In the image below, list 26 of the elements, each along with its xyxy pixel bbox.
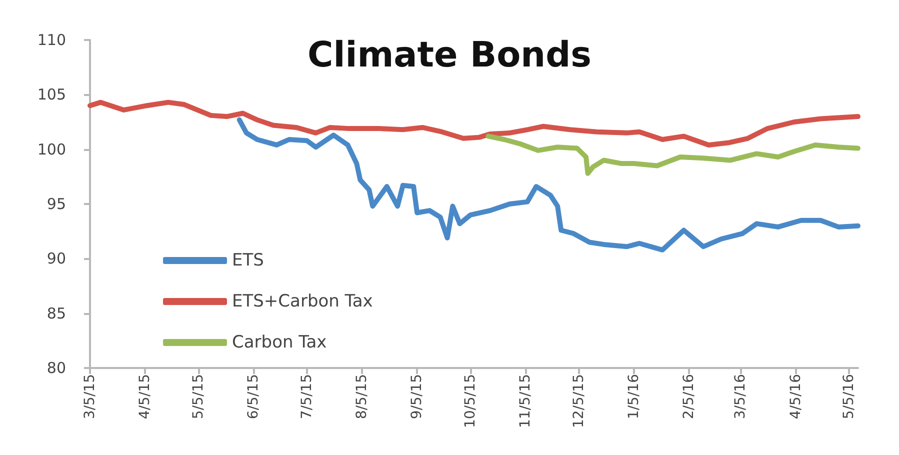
- legend-label: ETS+Carbon Tax: [232, 292, 373, 312]
- legend-label: Carbon Tax: [232, 332, 327, 352]
- y-tick-label: 95: [46, 195, 66, 213]
- x-tick-label: 12/5/15: [570, 374, 587, 428]
- x-tick-label: 1/5/16: [626, 374, 642, 420]
- x-tick-label: 5/5/16: [841, 374, 858, 420]
- x-tick-label: 11/5/15: [518, 374, 534, 428]
- y-tick-label: 85: [46, 304, 66, 322]
- legend-label: ETS: [232, 250, 264, 270]
- x-tick-label: 3/5/15: [82, 374, 98, 420]
- x-tick-label: 6/5/15: [246, 374, 262, 420]
- x-tick-label: 10/5/15: [462, 374, 478, 428]
- x-tick-label: 4/5/15: [137, 374, 154, 420]
- chart-title: Climate Bonds: [308, 36, 592, 76]
- x-tick-label: 2/5/16: [681, 374, 698, 420]
- x-tick-label: 8/5/15: [354, 374, 370, 420]
- y-tick-label: 105: [37, 86, 66, 104]
- x-tick-label: 4/5/16: [788, 374, 804, 420]
- x-tick-label: 7/5/15: [298, 374, 315, 420]
- y-tick-label: 110: [37, 31, 66, 49]
- x-tick-label: 3/5/16: [732, 374, 749, 420]
- y-tick-label: 90: [46, 250, 66, 268]
- y-tick-label: 100: [37, 140, 66, 158]
- x-tick-label: 5/5/15: [190, 374, 206, 420]
- x-tick-label: 9/5/15: [409, 374, 426, 420]
- y-tick-label: 80: [46, 359, 66, 377]
